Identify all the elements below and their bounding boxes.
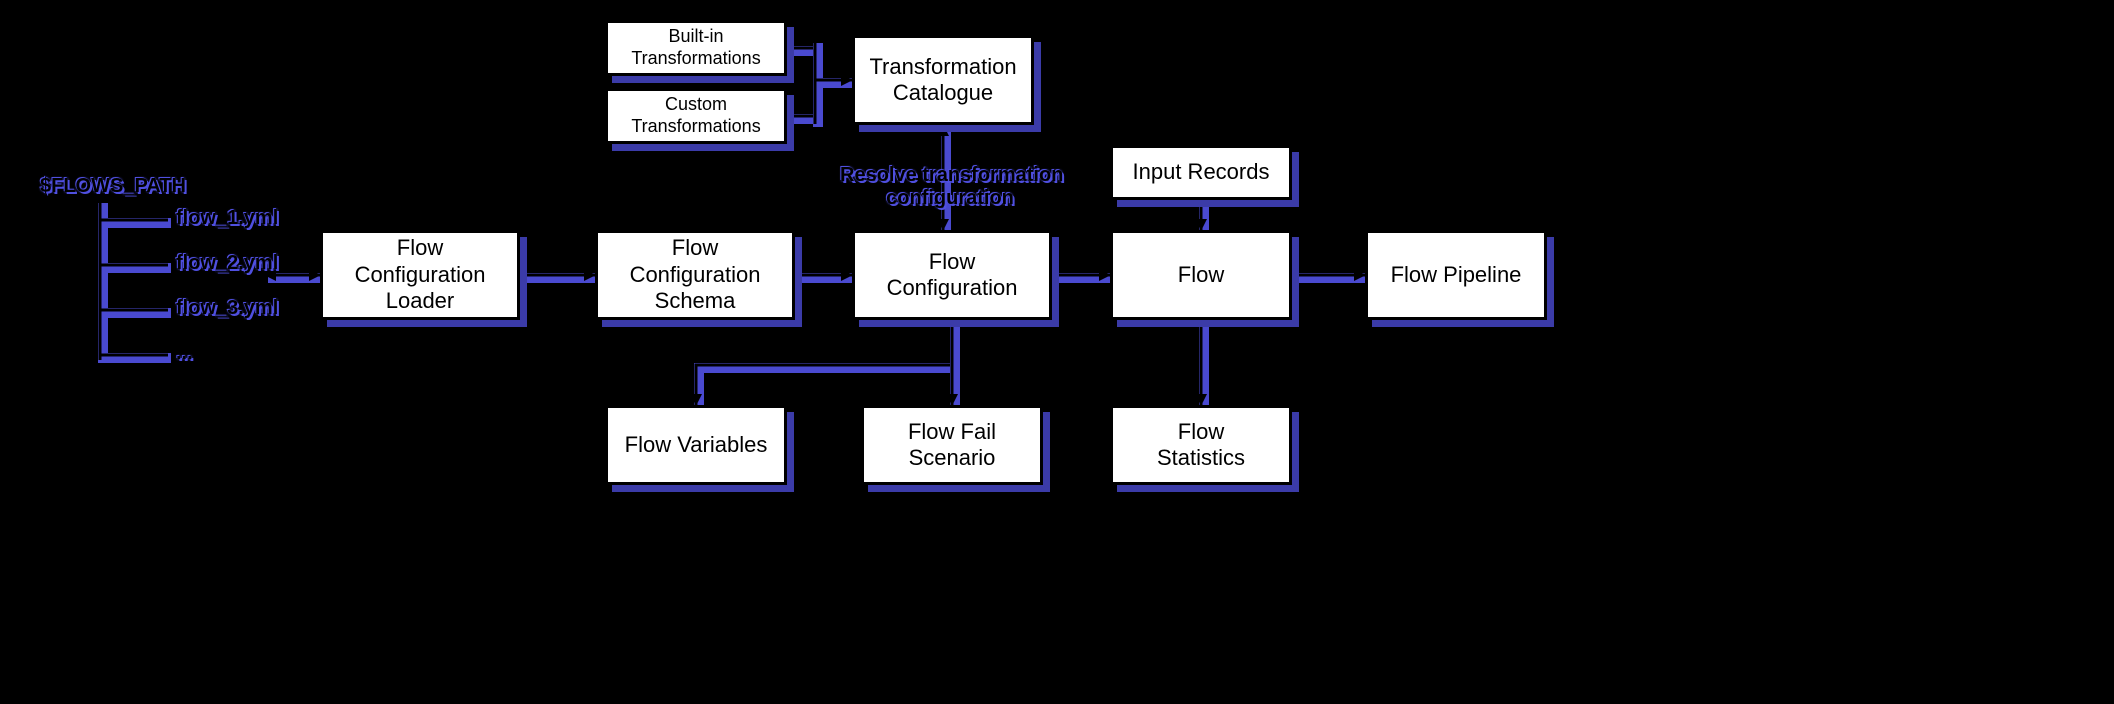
node-label: Flow FailScenario	[908, 419, 996, 472]
node-flow-stats: FlowStatistics	[1110, 405, 1292, 485]
file-item-2: flow_3.ymlflow_3.yml	[176, 297, 416, 323]
node-flow: Flow	[1110, 230, 1292, 320]
file-item-0: flow_1.ymlflow_1.yml	[176, 207, 416, 233]
node-label: Built-inTransformations	[631, 26, 760, 69]
node-flow-vars: Flow Variables	[605, 405, 787, 485]
file-item-3: ......	[176, 342, 416, 368]
node-custom-trans: CustomTransformations	[605, 88, 787, 144]
node-label: TransformationCatalogue	[869, 54, 1016, 107]
node-label: CustomTransformations	[631, 94, 760, 137]
edge-label-resolve: Resolve transformationconfigurationResol…	[840, 164, 1060, 214]
node-label: Flow Configuration	[865, 249, 1039, 302]
node-label: Input Records	[1133, 159, 1270, 185]
file-item-1: flow_2.ymlflow_2.yml	[176, 252, 416, 278]
node-label: Flow Pipeline	[1391, 262, 1522, 288]
node-label: Flow	[1178, 262, 1224, 288]
node-flow-cfg-schema: Flow ConfigurationSchema	[595, 230, 795, 320]
files-root-label: $FLOWS_PATH$FLOWS_PATH	[40, 175, 280, 201]
node-flow-cfg: Flow Configuration	[852, 230, 1052, 320]
node-flow-fail: Flow FailScenario	[861, 405, 1043, 485]
node-input-records: Input Records	[1110, 145, 1292, 200]
node-label: FlowStatistics	[1157, 419, 1245, 472]
node-builtin-trans: Built-inTransformations	[605, 20, 787, 76]
node-label: Flow ConfigurationSchema	[608, 235, 782, 314]
node-label: Flow Variables	[625, 432, 768, 458]
node-trans-catalogue: TransformationCatalogue	[852, 35, 1034, 125]
node-flow-pipeline: Flow Pipeline	[1365, 230, 1547, 320]
